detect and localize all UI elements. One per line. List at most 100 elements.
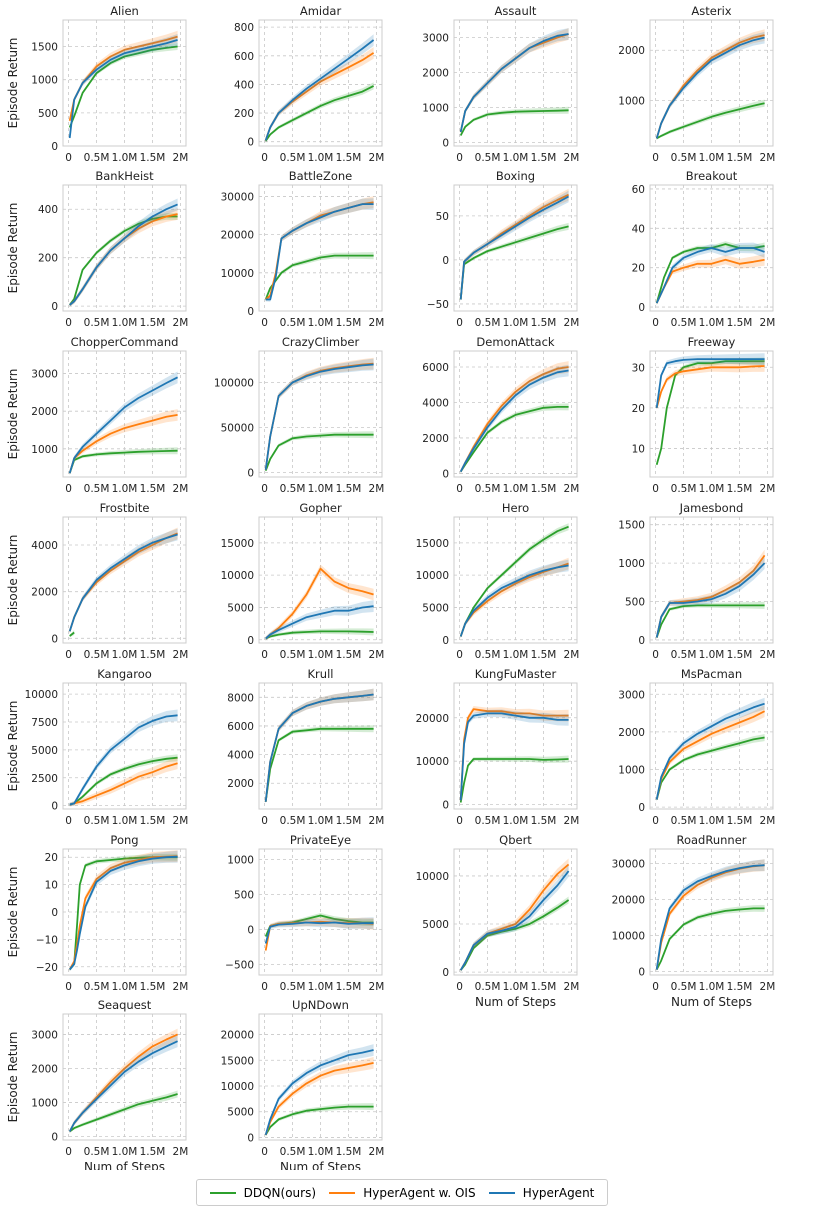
subplot-amidar: Amidar 0 0.5M 1.0M 1.5M 2M 0 200 400 600 800 bbox=[234, 4, 384, 164]
subplot-kangaroo: Kangaroo 0 0.5M 1.0M 1.5M 2M 0 2500 5000 7500 1000… bbox=[6, 667, 188, 827]
subplot-title: Krull bbox=[308, 667, 334, 681]
series-line-hyper bbox=[655, 36, 765, 139]
axes-frame bbox=[62, 350, 187, 478]
series-line-hyper bbox=[68, 39, 178, 139]
series-band-hyper bbox=[265, 1044, 374, 1137]
x-tick-label: 0 bbox=[456, 483, 463, 495]
x-tick-label: 0 bbox=[652, 815, 659, 827]
y-tick-label: 5000 bbox=[227, 1107, 254, 1119]
y-tick-label: −10 bbox=[36, 934, 58, 946]
x-tick-label: 1.0M bbox=[308, 317, 334, 329]
x-tick-label: 0 bbox=[261, 1146, 268, 1158]
subplot-frostbite: Frostbite 0 0.5M 1.0M 1.5M 2M 0 2000 4000 Episode… bbox=[6, 501, 188, 661]
x-tick-label: 2M bbox=[564, 152, 580, 164]
axes-frame bbox=[649, 682, 774, 810]
x-tick-label: 0 bbox=[261, 649, 268, 661]
subplot-title: Seaquest bbox=[98, 998, 152, 1012]
series-line-hyper bbox=[69, 203, 178, 306]
series-band-hyper bbox=[69, 709, 178, 807]
x-tick-label: 0.5M bbox=[280, 152, 306, 164]
y-tick-label: 5000 bbox=[227, 602, 254, 614]
y-tick-label: 8000 bbox=[227, 692, 254, 704]
series-line-hyper bbox=[69, 855, 178, 971]
axes-frame bbox=[258, 19, 383, 147]
series-line-ois bbox=[459, 863, 570, 971]
subplot-crazyclimber: CrazyClimber 0 0.5M 1.0M 1.5M 2M 0 50000 100000 bbox=[214, 335, 384, 495]
x-tick-label: 1.0M bbox=[503, 483, 529, 495]
y-tick-label: 0 bbox=[638, 802, 645, 814]
y-tick-label: 500 bbox=[38, 108, 58, 120]
y-tick-label: 0 bbox=[442, 138, 449, 150]
x-tick-label: 0.5M bbox=[475, 483, 501, 495]
x-tick-label: 1.5M bbox=[727, 981, 753, 993]
x-tick-label: 0.5M bbox=[671, 649, 697, 661]
series-line-ois bbox=[459, 193, 569, 300]
y-tick-label: 0 bbox=[247, 137, 254, 149]
y-tick-label: 2000 bbox=[618, 727, 645, 739]
y-tick-label: 0 bbox=[638, 302, 645, 314]
series-band-hyper bbox=[265, 34, 374, 143]
y-tick-label: −20 bbox=[36, 962, 58, 974]
series-band-ddqn bbox=[265, 913, 374, 938]
series-line-ddqn bbox=[264, 85, 375, 142]
x-tick-label: 1.5M bbox=[336, 317, 362, 329]
y-tick-label: 10000 bbox=[416, 871, 449, 883]
y-tick-label: 0 bbox=[442, 800, 449, 812]
x-tick-label: 0.5M bbox=[671, 152, 697, 164]
series-band-ois bbox=[656, 360, 765, 410]
y-tick-label: 20000 bbox=[612, 894, 645, 906]
y-tick-label: 10000 bbox=[416, 570, 449, 582]
x-tick-label: 0 bbox=[652, 981, 659, 993]
series-band-hyper bbox=[69, 1035, 178, 1134]
y-tick-label: 5000 bbox=[422, 919, 449, 931]
series-line-ddqn bbox=[69, 1093, 178, 1133]
subplot-title: Breakout bbox=[686, 169, 738, 183]
y-tick-label: 10 bbox=[45, 880, 58, 892]
x-tick-label: 2M bbox=[173, 815, 189, 827]
series-band-ddqn bbox=[460, 896, 569, 972]
series-line-hyper bbox=[459, 712, 569, 801]
y-tick-label: −500 bbox=[225, 960, 254, 972]
x-tick-label: 2M bbox=[760, 981, 776, 993]
y-tick-label: 3000 bbox=[31, 369, 58, 381]
x-tick-label: 1.5M bbox=[531, 483, 557, 495]
series-line-ddqn bbox=[459, 899, 570, 971]
x-tick-label: 1.0M bbox=[112, 1146, 138, 1158]
series-band-hyper bbox=[460, 364, 569, 474]
subplot-title: Kangaroo bbox=[97, 667, 152, 681]
series-band-ddqn bbox=[656, 601, 765, 639]
x-tick-label: 0.5M bbox=[84, 152, 110, 164]
y-tick-label: 30000 bbox=[612, 858, 645, 870]
x-tick-label: 0 bbox=[456, 815, 463, 827]
subplot-breakout: Breakout 0 0.5M 1.0M 1.5M 2M 0 20 40 60 bbox=[632, 169, 776, 329]
x-tick-label: 0.5M bbox=[280, 649, 306, 661]
x-tick-label: 0.5M bbox=[671, 815, 697, 827]
x-tick-label: 0 bbox=[261, 815, 268, 827]
series-band-ois bbox=[69, 757, 178, 807]
x-tick-label: 1.0M bbox=[699, 317, 725, 329]
y-tick-label: 1000 bbox=[31, 444, 58, 456]
series-line-ois bbox=[655, 710, 766, 800]
axes-frame bbox=[258, 1013, 383, 1141]
series-line-ddqn bbox=[265, 630, 374, 640]
axes-frame bbox=[453, 682, 578, 810]
y-tick-label: 0 bbox=[247, 306, 254, 318]
subplot-title: UpNDown bbox=[292, 998, 349, 1012]
x-tick-label: 0 bbox=[65, 1146, 72, 1158]
y-tick-label: 10000 bbox=[221, 268, 254, 280]
y-tick-label: 10000 bbox=[416, 756, 449, 768]
x-tick-label: 0.5M bbox=[671, 483, 697, 495]
y-tick-label: 0 bbox=[247, 635, 254, 647]
subplot-title: Assault bbox=[495, 4, 537, 18]
y-tick-label: 20 bbox=[632, 403, 645, 415]
x-tick-label: 2M bbox=[564, 317, 580, 329]
x-tick-label: 2M bbox=[369, 317, 385, 329]
legend-item-ois: HyperAgent w. OIS bbox=[329, 1186, 476, 1200]
series-band-hyper bbox=[460, 190, 569, 302]
y-tick-label: −50 bbox=[427, 299, 449, 311]
y-tick-label: 50 bbox=[436, 211, 449, 223]
x-tick-label: 0 bbox=[456, 317, 463, 329]
series-line-ddqn bbox=[264, 433, 374, 472]
x-tick-label: 1.0M bbox=[699, 483, 725, 495]
axes-frame bbox=[453, 848, 578, 976]
